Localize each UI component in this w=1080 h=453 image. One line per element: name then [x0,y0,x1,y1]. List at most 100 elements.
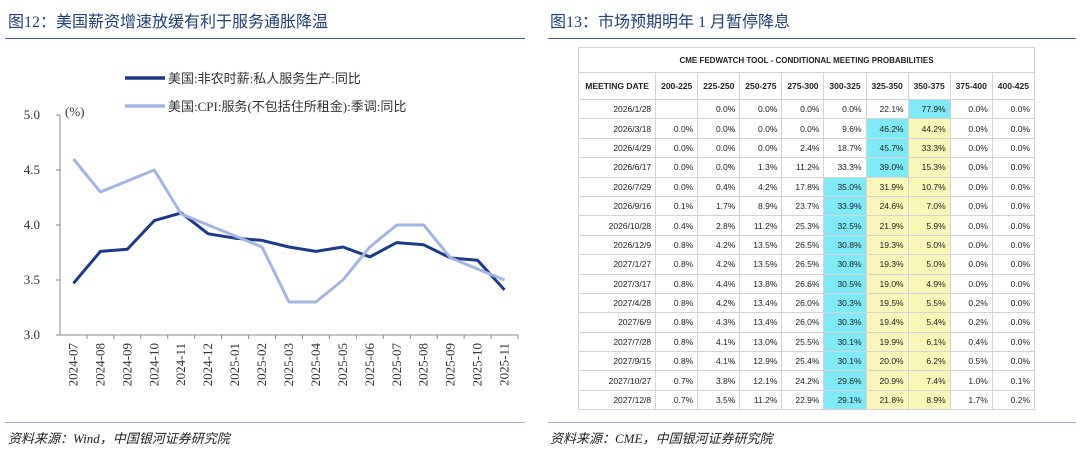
probability-cell: 0.0% [781,118,825,139]
probability-cell: 0.0% [949,215,993,236]
probability-cell: 46.2% [865,118,909,139]
y-tick-label: 3.0 [24,327,40,342]
probability-cell: 30.3% [823,312,867,333]
probability-cell: 4.2% [697,234,741,256]
table-title: CME FEDWATCH TOOL - CONDITIONAL MEETING … [578,47,1035,73]
legend-label: 美国:CPI:服务(不包括住所租金):季调:同比 [168,99,406,114]
probability-cell: 0.0% [949,118,993,139]
column-header: 325-350 [865,72,909,100]
y-tick-label: 4.0 [24,217,40,232]
probability-cell: 0.0% [949,98,993,120]
probability-cell: 4.2% [697,254,741,275]
probability-cell: 5.5% [907,292,951,314]
x-tick-label: 2024-07 [65,343,80,387]
probability-cell: 30.8% [823,234,867,256]
probability-cell: 0.0% [991,176,1036,197]
probability-cell: 30.5% [823,273,867,294]
source-rule [548,422,1076,423]
probability-cell: 0.0% [781,98,825,120]
probability-cell: 0.1% [655,195,699,217]
probability-cell: 0.7% [655,370,699,391]
probability-cell: 25.4% [781,351,825,372]
legend-label: 美国:非农时薪:私人服务生产:同比 [168,71,361,86]
probability-cell: 9.6% [823,118,867,139]
probability-cell: 33.3% [823,157,867,178]
title-rule [5,38,525,39]
probability-cell: 26.0% [781,292,825,314]
probability-cell: 45.7% [865,137,909,159]
probability-cell: 0.0% [949,157,993,178]
x-tick-label: 2025-07 [389,343,404,387]
probability-cell: 8.9% [739,195,783,217]
probability-cell: 0.0% [739,137,783,159]
probability-cell: 0.0% [991,137,1036,159]
y-tick-label: 4.5 [24,162,40,177]
probability-cell: 24.2% [781,370,825,391]
meeting-date: 2027/10/27 [577,370,657,391]
probability-cell: 0.7% [655,389,699,411]
meeting-date: 2027/1/27 [577,254,657,275]
probability-cell: 0.0% [991,195,1036,217]
probability-cell: 20.9% [865,370,909,391]
probability-cell: 33.9% [823,195,867,217]
probability-cell: 0.4% [949,331,993,353]
source-note: 资料来源：Wind，中国银河证券研究院 [8,431,230,446]
column-header: 350-375 [907,72,951,100]
table-row: 2027/9/15 0.8% 4.1% 12.9% 25.4% 30.1% 20.0% 6.2… [577,351,1036,372]
title-rule [548,38,1076,39]
meeting-date: 2026/12/9 [577,234,657,256]
source-note: 资料来源：CME，中国银河证券研究院 [550,431,773,446]
probability-cell: 0.0% [655,157,699,178]
probability-cell: 5.0% [907,234,951,256]
meeting-date: 2026/3/18 [577,118,657,139]
x-tick-label: 2025-08 [416,343,431,386]
probability-cell: 4.2% [739,176,783,197]
probability-cell: 0.0% [949,254,993,275]
probability-cell: 21.8% [865,389,909,411]
probability-cell [655,98,699,120]
probability-cell: 0.4% [655,215,699,236]
meeting-date: 2027/9/15 [577,351,657,372]
probability-cell: 13.5% [739,234,783,256]
x-tick-label: 2025-09 [443,343,458,386]
probability-cell: 21.9% [865,215,909,236]
probability-cell: 11.2% [739,389,783,411]
probability-cell: 1.0% [949,370,993,391]
probability-cell: 0.0% [991,331,1036,353]
panel-title: 图12：美国薪资增速放缓有利于服务通胀降温 [8,14,329,31]
probability-cell: 8.9% [907,389,951,411]
probability-cell: 5.4% [907,312,951,333]
meeting-date: 2027/7/28 [577,331,657,353]
meeting-date: 2026/1/28 [577,98,657,120]
meeting-date: 2027/4/28 [577,292,657,314]
header-row: MEETING DATE 200-225 225-250 250-275 275-300… [577,72,1036,100]
probability-cell: 0.8% [655,331,699,353]
table-row: 2027/7/28 0.8% 4.1% 13.0% 25.5% 30.1% 19.9% 6.1… [577,331,1036,353]
probability-cell: 32.5% [823,215,867,236]
meeting-date: 2026/10/28 [577,215,657,236]
probability-cell: 0.0% [739,118,783,139]
probability-cell: 19.0% [865,273,909,294]
probability-cell: 24.6% [865,195,909,217]
probability-cell: 0.8% [655,351,699,372]
probability-cell: 13.5% [739,254,783,275]
probability-cell: 0.0% [655,118,699,139]
table-row: 2027/12/8 0.7% 3.5% 11.2% 22.9% 29.1% 21.8% 8.9… [577,389,1036,411]
table-row: 2026/4/29 0.0% 0.0% 0.0% 2.4% 18.7% 45.7% 33.3%… [577,137,1036,159]
probability-cell: 0.0% [991,292,1036,314]
x-tick-label: 2025-06 [362,343,377,387]
column-header: MEETING DATE [577,72,657,100]
probability-cell: 29.6% [823,370,867,391]
table-row: 2027/3/17 0.8% 4.4% 13.8% 26.6% 30.5% 19.0% 4.9… [577,273,1036,294]
probability-cell: 0.8% [655,273,699,294]
x-tick-label: 2025-05 [335,343,350,386]
x-tick-label: 2024-10 [146,343,161,386]
probability-cell: 77.9% [907,98,951,120]
probability-cell: 4.1% [697,351,741,372]
probability-cell: 0.1% [991,370,1036,391]
probability-cell: 0.0% [949,234,993,256]
probability-cell: 0.2% [949,292,993,314]
probability-cell: 19.9% [865,331,909,353]
table-row: 2026/3/18 0.0% 0.0% 0.0% 0.0% 9.6% 46.2% 44.2% 0… [577,118,1036,139]
probability-cell: 1.7% [697,195,741,217]
